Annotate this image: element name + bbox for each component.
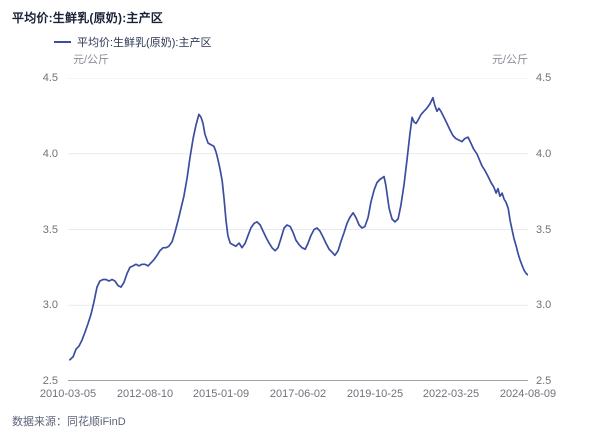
y-tick-label-right: 4.5 <box>536 72 552 84</box>
x-tick-label: 2017-06-02 <box>269 388 327 400</box>
y-tick-label-right: 4.0 <box>536 148 552 160</box>
y-tick-label-left: 3.0 <box>42 299 58 311</box>
x-tick-label: 2012-08-10 <box>116 388 174 400</box>
legend-line-swatch-icon <box>54 41 71 43</box>
plot-area <box>68 78 528 381</box>
x-tick-label: 2022-03-25 <box>422 388 480 400</box>
y-tick-label-right: 3.0 <box>536 299 552 311</box>
x-tick-label: 2019-10-25 <box>346 388 404 400</box>
legend: 平均价:生鲜乳(原奶):主产区 <box>54 34 211 50</box>
y-tick-label-right: 2.5 <box>536 375 552 387</box>
x-tick-label: 2015-01-09 <box>192 388 250 400</box>
y-tick-label-left: 4.5 <box>42 72 58 84</box>
y-axis-unit-right: 元/公斤 <box>491 54 528 66</box>
price-line-svg <box>68 78 528 381</box>
data-source-note: 数据来源：同花顺iFinD <box>12 416 126 428</box>
y-axis-unit-left: 元/公斤 <box>73 54 110 66</box>
x-tick-label: 2010-03-05 <box>39 388 97 400</box>
y-tick-label-left: 3.5 <box>42 224 58 236</box>
page-title: 平均价:生鲜乳(原奶):主产区 <box>12 11 163 25</box>
y-tick-label-left: 2.5 <box>42 375 58 387</box>
x-tick-label: 2024-08-09 <box>499 388 557 400</box>
y-tick-label-right: 3.5 <box>536 224 552 236</box>
y-tick-label-left: 4.0 <box>42 148 58 160</box>
legend-series-label: 平均价:生鲜乳(原奶):主产区 <box>77 37 212 49</box>
price-line-series <box>69 96 528 361</box>
